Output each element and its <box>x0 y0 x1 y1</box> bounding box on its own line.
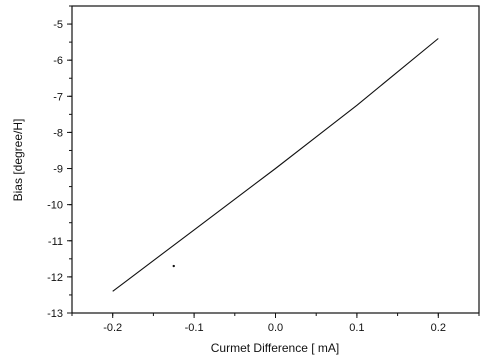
y-tick-label: -6 <box>53 55 63 67</box>
y-tick-label: -5 <box>53 19 63 31</box>
series-layer <box>112 38 439 292</box>
y-tick-label: -8 <box>53 127 63 139</box>
y-tick-label: -11 <box>48 236 63 248</box>
y-tick-label: -7 <box>53 91 63 103</box>
y-axis-title: Bias [degree/H] <box>11 119 25 202</box>
series-line <box>112 38 439 292</box>
x-tick-label: 0.1 <box>349 322 364 334</box>
x-axis-ticks: -0.2 -0.1 0.0 0.1 0.2 <box>71 313 480 334</box>
x-tick-label: 0.0 <box>268 322 283 334</box>
y-tick-label: -12 <box>47 272 63 284</box>
y-axis-ticks: -5 -6 -7 -8 -9 -10 -11 -12 -13 <box>47 5 72 320</box>
plot-frame <box>71 5 480 314</box>
y-tick-label: -9 <box>53 164 63 176</box>
y-tick-label: -13 <box>47 308 63 320</box>
x-tick-label: -0.2 <box>103 322 122 334</box>
x-tick-label: 0.2 <box>431 322 446 334</box>
x-axis-title: Curmet Difference [ mA] <box>211 341 339 355</box>
y-tick-label: -10 <box>47 200 63 212</box>
x-tick-label: -0.1 <box>185 322 204 334</box>
stray-point <box>172 264 175 268</box>
